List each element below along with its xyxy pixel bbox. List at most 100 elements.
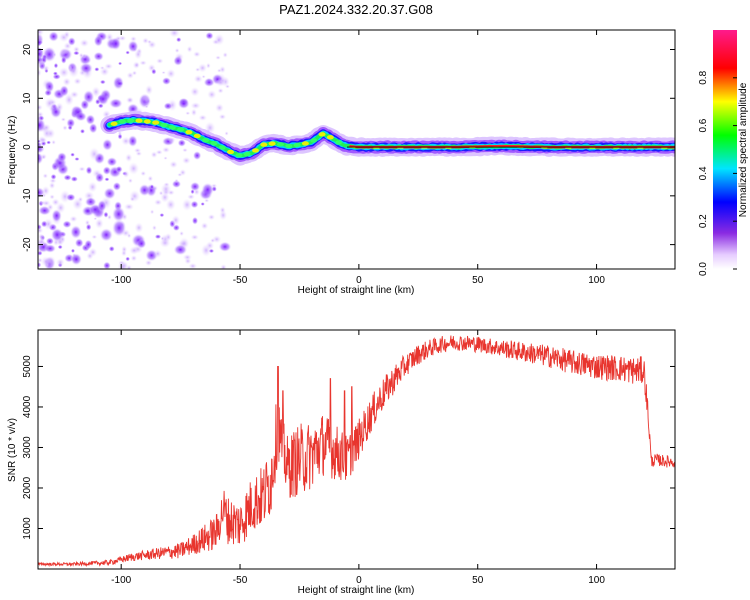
noise-blob (198, 114, 208, 121)
noise-blob (144, 105, 149, 109)
noise-blob (84, 239, 93, 250)
noise-blob (160, 182, 172, 196)
ridge-speckle (160, 122, 168, 128)
noise-blob (56, 238, 64, 246)
noise-blob (88, 123, 98, 134)
noise-blob (38, 104, 43, 111)
x-tick-label: 0 (356, 575, 362, 586)
noise-blob (112, 219, 127, 237)
noise-blob (181, 198, 193, 212)
noise-blob (94, 67, 100, 72)
noise-blob (45, 237, 54, 245)
noise-blob (163, 102, 173, 110)
x-tick-label: 50 (472, 575, 484, 586)
noise-blob (38, 250, 43, 256)
noise-blob (190, 86, 200, 97)
noise-blob (134, 222, 144, 234)
noise-blob (66, 118, 76, 128)
noise-blob (46, 140, 52, 145)
noise-blob (154, 234, 162, 240)
noise-blob (102, 138, 113, 151)
noise-blob (60, 117, 66, 122)
noise-blob (70, 152, 75, 157)
spectrogram-x-label: Height of straight line (km) (298, 285, 415, 296)
noise-blob (40, 256, 52, 267)
noise-blob (38, 115, 42, 124)
noise-blob (161, 77, 171, 85)
noise-blob (182, 156, 191, 165)
noise-blob (53, 62, 59, 69)
x-tick-label: 50 (472, 275, 484, 286)
noise-blob (128, 162, 140, 175)
ridge-speckle (143, 119, 151, 124)
noise-blob (135, 151, 143, 157)
noise-blob (187, 194, 195, 200)
noise-blob (156, 58, 164, 64)
noise-blob (129, 196, 136, 202)
noise-blob (176, 37, 182, 43)
noise-blob (52, 52, 57, 58)
noise-blob (80, 99, 90, 110)
noise-blob (52, 71, 58, 76)
noise-blob (200, 202, 205, 206)
y-tick-label: 5000 (22, 355, 33, 378)
noise-blob (126, 264, 132, 269)
noise-blob (93, 35, 103, 47)
noise-blob (147, 175, 154, 182)
noise-blob (95, 98, 101, 105)
noise-blob (190, 108, 197, 117)
noise-blob (97, 199, 107, 212)
noise-blob (206, 62, 211, 69)
noise-blob (79, 128, 86, 134)
noise-blob (177, 98, 190, 109)
noise-blob (125, 256, 131, 262)
x-tick-label: -50 (233, 275, 248, 286)
noise-blob (87, 181, 98, 193)
noise-blob (224, 84, 231, 89)
y-tick-label: 10 (22, 92, 33, 104)
ridge-speckle (293, 142, 301, 148)
noise-blob (74, 238, 84, 248)
noise-blob (51, 139, 56, 145)
snr-series-line (38, 335, 675, 568)
ridge-speckle (185, 130, 193, 135)
noise-blob (70, 225, 82, 239)
ridge-speckle (210, 141, 218, 146)
noise-blob (58, 67, 70, 78)
noise-blob (173, 55, 183, 66)
noise-blob (115, 165, 123, 173)
noise-blob (163, 156, 168, 160)
snr-frame (37, 329, 676, 570)
noise-blob (193, 151, 202, 161)
noise-blob (224, 131, 229, 136)
noise-blob (62, 77, 71, 87)
noise-blob (56, 258, 65, 267)
noise-blob (154, 199, 163, 206)
noise-blob (73, 77, 82, 85)
colorbar-tick-label: 0.0 (698, 262, 709, 276)
noise-blob (159, 213, 165, 218)
ridge-speckle (110, 121, 118, 126)
noise-blob (217, 87, 224, 94)
noise-blob (40, 220, 48, 228)
noise-blob (117, 133, 123, 140)
noise-blob (203, 77, 215, 87)
noise-blob (153, 249, 162, 259)
noise-blob (79, 38, 89, 48)
ridge-speckle (243, 151, 251, 157)
noise-blob (99, 228, 113, 242)
noise-blob (190, 189, 195, 195)
y-tick-label: 0 (22, 144, 33, 150)
noise-blob (218, 113, 227, 120)
ridge-speckle (310, 138, 318, 143)
noise-blob (44, 97, 55, 110)
noise-blob (150, 151, 158, 159)
noise-blob (220, 263, 227, 269)
noise-blob (38, 237, 46, 246)
noise-blob (112, 206, 126, 222)
noise-blob (122, 170, 130, 178)
noise-blob (49, 178, 57, 184)
noise-blob (161, 71, 166, 75)
noise-blob (144, 259, 153, 266)
